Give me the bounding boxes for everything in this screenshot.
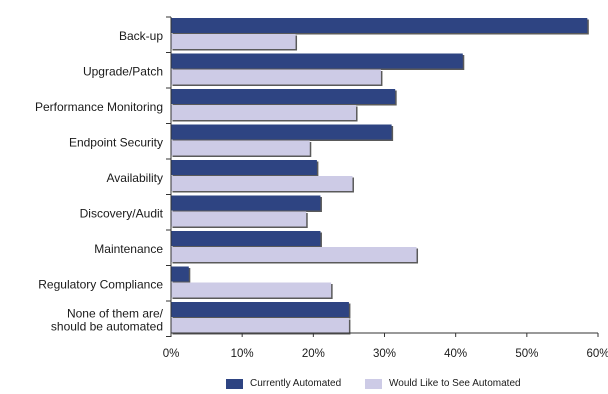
x-tick-label: 20% bbox=[302, 348, 325, 360]
bar-currently-automated bbox=[171, 89, 396, 104]
x-tick-label: 10% bbox=[231, 348, 254, 360]
bar-currently-automated bbox=[171, 231, 321, 246]
category-label: Endpoint Security bbox=[69, 135, 163, 149]
legend-label-currently-automated: Currently Automated bbox=[250, 378, 342, 389]
category-label: None of them are/should be automated bbox=[51, 306, 164, 333]
x-tick-label: 50% bbox=[515, 348, 538, 360]
category-label: Performance Monitoring bbox=[35, 100, 163, 114]
legend-label-would-like-automated: Would Like to See Automated bbox=[389, 378, 521, 389]
axis-group bbox=[166, 16, 599, 337]
bar-currently-automated bbox=[171, 53, 463, 69]
bar-would-like-automated bbox=[171, 69, 381, 85]
bar-would-like-automated bbox=[171, 318, 349, 333]
bar-currently-automated bbox=[171, 266, 189, 282]
category-labels: Back-up Upgrade/Patch Performance Monitori… bbox=[35, 29, 164, 334]
bar-currently-automated bbox=[171, 18, 588, 33]
bar-would-like-automated bbox=[171, 282, 332, 298]
bar-would-like-automated bbox=[171, 176, 353, 191]
bar-chart: Back-up Upgrade/Patch Performance Monitori… bbox=[35, 16, 608, 360]
bar-currently-automated bbox=[171, 302, 349, 317]
category-label: Upgrade/Patch bbox=[83, 64, 163, 78]
bar-currently-automated bbox=[171, 160, 317, 175]
bar-would-like-automated bbox=[171, 34, 296, 49]
legend-swatch-would-like-automated bbox=[365, 378, 382, 389]
bar-would-like-automated bbox=[171, 247, 417, 262]
bar-would-like-automated bbox=[171, 211, 307, 227]
legend-item-would-like-automated: Would Like to See Automated bbox=[365, 378, 521, 389]
category-label: Availability bbox=[107, 171, 163, 185]
x-tick-label: 30% bbox=[373, 348, 396, 360]
bar-currently-automated bbox=[171, 124, 392, 140]
category-label: Discovery/Audit bbox=[80, 206, 164, 220]
legend: Currently Automated Would Like to See Au… bbox=[0, 378, 608, 394]
category-label: Regulatory Compliance bbox=[38, 277, 163, 291]
x-tick-label: 40% bbox=[444, 348, 467, 360]
bars-group bbox=[171, 18, 589, 335]
category-label: Back-up bbox=[119, 29, 163, 43]
legend-swatch-currently-automated bbox=[226, 378, 243, 389]
legend-item-currently-automated: Currently Automated bbox=[226, 378, 341, 389]
bar-currently-automated bbox=[171, 195, 321, 211]
bar-would-like-automated bbox=[171, 140, 310, 156]
x-tick-labels: 0% 10% 20% 30% 40% 50% 60% bbox=[163, 348, 608, 360]
x-tick-label: 60% bbox=[586, 348, 608, 360]
bar-would-like-automated bbox=[171, 105, 357, 120]
x-tick-label: 0% bbox=[163, 348, 180, 360]
category-label: Maintenance bbox=[94, 242, 163, 256]
